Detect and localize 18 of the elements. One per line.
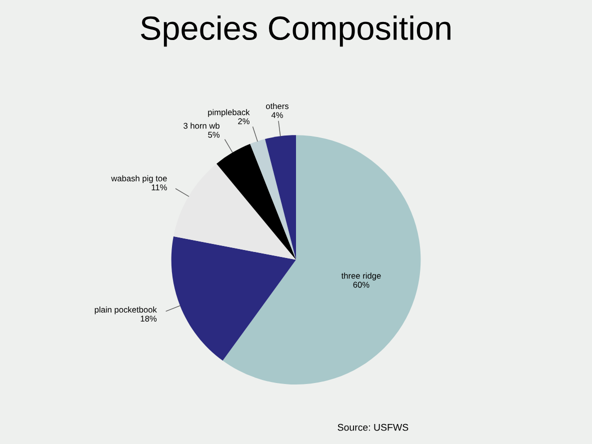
- chart-title: Species Composition: [140, 16, 450, 47]
- slice-label: plain pocketbook: [94, 306, 157, 314]
- data-label: 2%: [238, 118, 250, 124]
- data-label: 18%: [140, 316, 157, 322]
- pie-slice: [216, 144, 296, 260]
- slice-label: three ridge: [341, 272, 381, 280]
- source-note: Source: USFWS: [338, 424, 408, 431]
- slice-label: 3 horn wb: [184, 122, 220, 129]
- data-label: 4%: [271, 112, 283, 118]
- data-label: 60%: [353, 282, 370, 288]
- pie-slice: [222, 135, 421, 384]
- data-label: 11%: [152, 184, 167, 190]
- slice-label: others: [266, 102, 289, 110]
- pie-slice: [174, 164, 296, 260]
- slice-label: wabash pig toe: [111, 175, 167, 184]
- pie-slice: [250, 139, 296, 260]
- data-label: 5%: [208, 132, 220, 138]
- slice-label: pimpleback: [208, 109, 250, 117]
